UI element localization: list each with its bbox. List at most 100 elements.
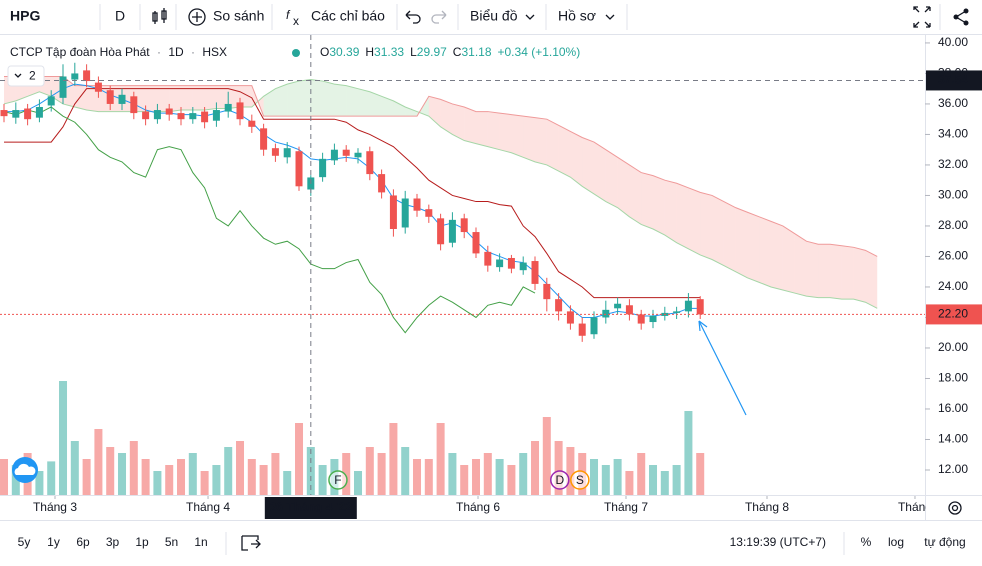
cloud-fill bbox=[440, 99, 453, 135]
collapse-button[interactable]: 2 bbox=[7, 65, 45, 87]
volume-bar bbox=[448, 453, 457, 495]
fx-icon: x bbox=[293, 14, 299, 28]
cloud-fill bbox=[676, 183, 689, 249]
volume-bar bbox=[590, 459, 599, 495]
undo-button[interactable] bbox=[405, 10, 421, 24]
y-tick-label: 18.00 bbox=[938, 371, 968, 385]
volume-bar bbox=[483, 453, 492, 495]
range-button[interactable]: 6p bbox=[76, 535, 90, 549]
range-button[interactable]: 3p bbox=[106, 535, 120, 549]
candle-body bbox=[472, 232, 480, 254]
volume-bar bbox=[389, 423, 398, 495]
volume-bar bbox=[566, 447, 575, 495]
candle-body bbox=[389, 195, 397, 230]
cloud-fill bbox=[428, 96, 441, 127]
cloud-fill bbox=[570, 131, 583, 187]
volume-bar bbox=[342, 453, 351, 495]
ohlc-label: H bbox=[365, 45, 374, 59]
cloud-fill bbox=[582, 137, 595, 194]
volume-bar bbox=[200, 471, 209, 495]
share-button[interactable] bbox=[953, 8, 969, 26]
volume-bar bbox=[212, 465, 221, 495]
clock: 13:19:39 (UTC+7) bbox=[730, 535, 826, 549]
range-button[interactable]: 1n bbox=[194, 535, 207, 549]
cloud-fill bbox=[629, 164, 642, 225]
candle-body bbox=[118, 94, 126, 104]
log-toggle[interactable]: log bbox=[888, 535, 904, 549]
ohlc-value: 31.18 bbox=[461, 45, 491, 59]
redo-button[interactable] bbox=[431, 10, 447, 24]
cloud-fill bbox=[747, 212, 760, 283]
event-marker[interactable] bbox=[328, 470, 348, 490]
cloud-fill bbox=[157, 85, 170, 112]
candle-body bbox=[637, 314, 645, 324]
volume-toggle[interactable] bbox=[12, 457, 38, 483]
candle-body bbox=[366, 151, 374, 175]
candle-body bbox=[295, 151, 303, 187]
auto-toggle[interactable]: tự động bbox=[924, 535, 965, 549]
cloud-fill bbox=[358, 88, 370, 117]
settings-button[interactable] bbox=[948, 501, 962, 515]
cloud-fill bbox=[841, 245, 854, 300]
volume-bar bbox=[684, 411, 693, 495]
ohlc-value: 30.39 bbox=[329, 45, 359, 59]
candle-body bbox=[24, 108, 32, 120]
profile-menu[interactable]: Hồ sơ bbox=[558, 8, 596, 24]
candle-body bbox=[342, 149, 350, 156]
volume-bar bbox=[625, 471, 634, 495]
cloud-fill bbox=[664, 180, 677, 243]
crosshair-date-box bbox=[264, 497, 357, 519]
chevron bbox=[525, 14, 535, 20]
range-button[interactable]: 1y bbox=[47, 535, 60, 549]
candle-body bbox=[177, 113, 185, 120]
volume-bar bbox=[672, 465, 681, 495]
event-label[interactable]: D bbox=[555, 473, 564, 487]
candle-body bbox=[319, 158, 327, 178]
candle-body bbox=[142, 111, 150, 120]
percent-toggle[interactable]: % bbox=[861, 535, 872, 549]
chart-type-button[interactable] bbox=[152, 8, 167, 24]
candle-body bbox=[614, 303, 622, 309]
indicator-line bbox=[4, 88, 701, 299]
candle-body bbox=[531, 261, 539, 284]
volume-bar bbox=[401, 447, 410, 495]
chart-menu[interactable]: Biểu đồ bbox=[470, 8, 518, 24]
volume-bar bbox=[295, 423, 304, 495]
range-button[interactable]: 5n bbox=[165, 535, 178, 549]
cloud-fill bbox=[523, 116, 536, 162]
volume-bar bbox=[224, 447, 233, 495]
collapsed-count[interactable]: 2 bbox=[29, 69, 36, 83]
cloud-fill bbox=[818, 244, 831, 298]
x-tick-label: Tháng 4 bbox=[186, 500, 230, 514]
event-marker[interactable] bbox=[550, 470, 570, 490]
volume-bar bbox=[637, 453, 646, 495]
event-label[interactable]: F bbox=[334, 473, 341, 487]
interval-button[interactable]: D bbox=[115, 8, 125, 24]
symbol[interactable]: HPG bbox=[10, 8, 40, 24]
candle-body bbox=[330, 149, 338, 161]
range-button[interactable]: 1p bbox=[135, 535, 149, 549]
cloud-fill bbox=[759, 216, 772, 287]
fullscreen-button[interactable] bbox=[913, 6, 931, 28]
volume-bar bbox=[129, 441, 138, 495]
volume-bar bbox=[472, 459, 481, 495]
event-marker[interactable] bbox=[570, 470, 590, 490]
candle-body bbox=[602, 309, 610, 318]
range-button[interactable]: 5y bbox=[18, 535, 31, 549]
y-tick-label: 40.00 bbox=[938, 35, 968, 49]
volume-bar bbox=[165, 465, 174, 495]
event-label[interactable]: S bbox=[576, 473, 584, 487]
ohlc-label: L bbox=[410, 45, 417, 59]
cloud-fill bbox=[499, 113, 512, 153]
candle-body bbox=[0, 110, 8, 117]
cloud-fill bbox=[275, 84, 288, 117]
volume-bar bbox=[365, 447, 374, 495]
compare-button[interactable]: So sánh bbox=[188, 8, 264, 26]
date-range-button[interactable] bbox=[241, 535, 261, 551]
compare-label[interactable]: So sánh bbox=[213, 8, 264, 24]
cloud-fill bbox=[240, 85, 252, 107]
indicators-label[interactable]: Các chỉ báo bbox=[311, 8, 385, 24]
cloud-fill bbox=[723, 201, 736, 272]
cloud-fill bbox=[865, 250, 878, 309]
